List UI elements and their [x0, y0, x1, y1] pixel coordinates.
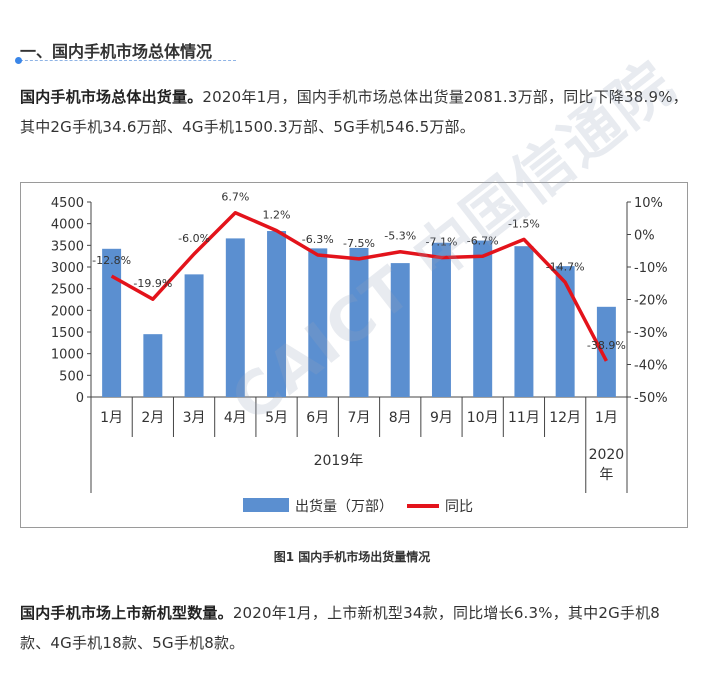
x-tick-label: 12月 — [549, 410, 581, 426]
bar-shipments — [596, 306, 616, 397]
section-title: 一、国内手机市场总体情况 — [20, 42, 213, 61]
y-right-tick-label: -20% — [634, 294, 668, 309]
paragraph-lead: 国内手机市场总体出货量。 — [20, 88, 203, 106]
y-right-tick-label: -10% — [634, 261, 668, 276]
figure-caption: 图1 国内手机市场出货量情况 — [273, 550, 431, 564]
y-right-tick-label: 10% — [634, 196, 663, 211]
bar-shipments — [143, 334, 163, 397]
data-label-yoy: -19.9% — [133, 277, 172, 290]
y-left-tick-label: 2000 — [51, 304, 84, 319]
y-left-tick-label: 1500 — [51, 326, 84, 341]
x-tick-label: 3月 — [183, 410, 206, 426]
y-right-tick-label: -50% — [634, 391, 668, 406]
x-group-label: 2019年 — [314, 453, 364, 469]
data-label-yoy: -6.7% — [467, 234, 499, 247]
x-tick-label: 11月 — [508, 410, 540, 426]
x-tick-label: 6月 — [306, 410, 329, 426]
paragraph-lead: 国内手机市场上市新机型数量。 — [20, 604, 233, 622]
y-right-tick-label: -30% — [634, 326, 668, 341]
section-divider — [20, 60, 236, 61]
paragraph-text: 2020年1月，国内手机市场总体出货量2081.3万部，同比下降38.9%，其中… — [20, 88, 688, 136]
data-label-yoy: -6.3% — [302, 233, 334, 246]
y-left-tick-label: 1000 — [51, 348, 84, 363]
x-group-label: 2020 — [589, 447, 625, 463]
x-tick-label: 10月 — [467, 410, 499, 426]
y-left-tick-label: 3000 — [51, 261, 84, 276]
y-left-tick-label: 500 — [59, 369, 84, 384]
data-label-yoy: -7.1% — [426, 236, 458, 249]
x-group-label: 年 — [599, 467, 613, 483]
x-tick-label: 1月 — [595, 410, 618, 426]
y-left-tick-label: 3500 — [51, 239, 84, 254]
x-tick-label: 5月 — [265, 410, 288, 426]
data-label-yoy: -5.3% — [384, 230, 416, 243]
y-left-tick-label: 2500 — [51, 283, 84, 298]
y-left-tick-label: 4000 — [51, 218, 84, 233]
y-left-tick-label: 4500 — [51, 196, 84, 211]
y-left-tick-label: 0 — [76, 391, 84, 406]
bar-shipments — [514, 246, 534, 397]
data-label-yoy: -1.5% — [508, 217, 540, 230]
x-tick-label: 8月 — [389, 410, 412, 426]
data-label-yoy: -12.8% — [92, 254, 131, 267]
shipments-chart: 0 500 1000 1500 2000 2500 3000 3500 4000 4500 -50%… — [51, 191, 668, 515]
y-right-tick-label: -40% — [634, 359, 668, 374]
paragraph-shipments: 国内手机市场总体出货量。2020年1月，国内手机市场总体出货量2081.3万部，… — [20, 82, 688, 142]
y-right-tick-label: 0% — [634, 229, 655, 244]
data-label-yoy: -38.9% — [587, 339, 626, 352]
legend-label-bar: 出货量（万部） — [295, 498, 393, 515]
bar-shipments — [184, 274, 204, 397]
chart-frame: 0 500 1000 1500 2000 2500 3000 3500 4000 4500 -50%… — [20, 182, 688, 528]
bar-shipments — [431, 242, 451, 397]
legend-swatch-bar — [243, 498, 289, 512]
paragraph-text: 2020年1月，上市新机型34款，同比增长6.3%，其中2G手机8款、4G手机1… — [20, 604, 661, 652]
paragraph-new-models: 国内手机市场上市新机型数量。2020年1月，上市新机型34款，同比增长6.3%，… — [20, 598, 688, 658]
bar-shipments — [555, 266, 575, 397]
bar-shipments — [267, 231, 287, 397]
legend-label-line: 同比 — [445, 499, 473, 515]
bar-shipments — [349, 247, 369, 397]
data-label-yoy: 6.7% — [221, 191, 249, 204]
data-label-yoy: -14.7% — [546, 260, 585, 273]
bar-shipments — [390, 263, 410, 397]
bar-shipments — [225, 238, 245, 397]
bar-shipments — [308, 248, 328, 397]
x-tick-label: 4月 — [224, 410, 247, 426]
section-dot-icon — [15, 57, 22, 64]
data-label-yoy: 1.2% — [263, 209, 291, 222]
x-tick-label: 7月 — [348, 410, 371, 426]
bar-shipments — [102, 248, 122, 397]
bar-shipments — [473, 240, 493, 397]
data-label-yoy: -7.5% — [343, 237, 375, 250]
x-tick-label: 1月 — [100, 410, 123, 426]
x-tick-label: 2月 — [141, 410, 164, 426]
x-tick-label: 9月 — [430, 410, 453, 426]
data-label-yoy: -6.0% — [178, 232, 210, 245]
line-yoy — [110, 210, 608, 362]
